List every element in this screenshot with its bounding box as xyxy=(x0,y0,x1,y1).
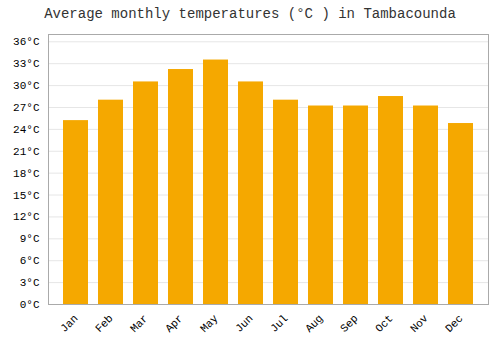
svg-text:Dec: Dec xyxy=(443,312,465,334)
svg-text:36°C: 36°C xyxy=(13,36,40,48)
svg-text:Oct: Oct xyxy=(373,312,395,334)
svg-text:0°C: 0°C xyxy=(20,299,40,311)
svg-text:Apr: Apr xyxy=(163,312,185,334)
svg-text:Mar: Mar xyxy=(128,312,150,334)
svg-text:Jul: Jul xyxy=(268,312,290,334)
svg-text:May: May xyxy=(198,312,221,335)
svg-text:3°C: 3°C xyxy=(20,277,40,289)
svg-text:27°C: 27°C xyxy=(13,102,40,114)
svg-text:9°C: 9°C xyxy=(20,233,40,245)
svg-text:12°C: 12°C xyxy=(13,211,40,223)
svg-text:Jan: Jan xyxy=(58,312,80,334)
svg-text:15°C: 15°C xyxy=(13,190,40,202)
svg-text:Sep: Sep xyxy=(338,312,360,334)
svg-text:6°C: 6°C xyxy=(20,255,40,267)
svg-text:Aug: Aug xyxy=(303,312,325,334)
svg-text:30°C: 30°C xyxy=(13,80,40,92)
svg-text:21°C: 21°C xyxy=(13,146,40,158)
svg-text:Nov: Nov xyxy=(408,312,431,335)
svg-text:Jun: Jun xyxy=(233,312,255,334)
svg-text:33°C: 33°C xyxy=(13,58,40,70)
svg-text:18°C: 18°C xyxy=(13,168,40,180)
html-text:Average monthly temperatures (: Average monthly temperatures (°C ) in Ta… xyxy=(44,6,456,22)
svg-text:Feb: Feb xyxy=(93,312,115,334)
svg-text:24°C: 24°C xyxy=(13,124,40,136)
